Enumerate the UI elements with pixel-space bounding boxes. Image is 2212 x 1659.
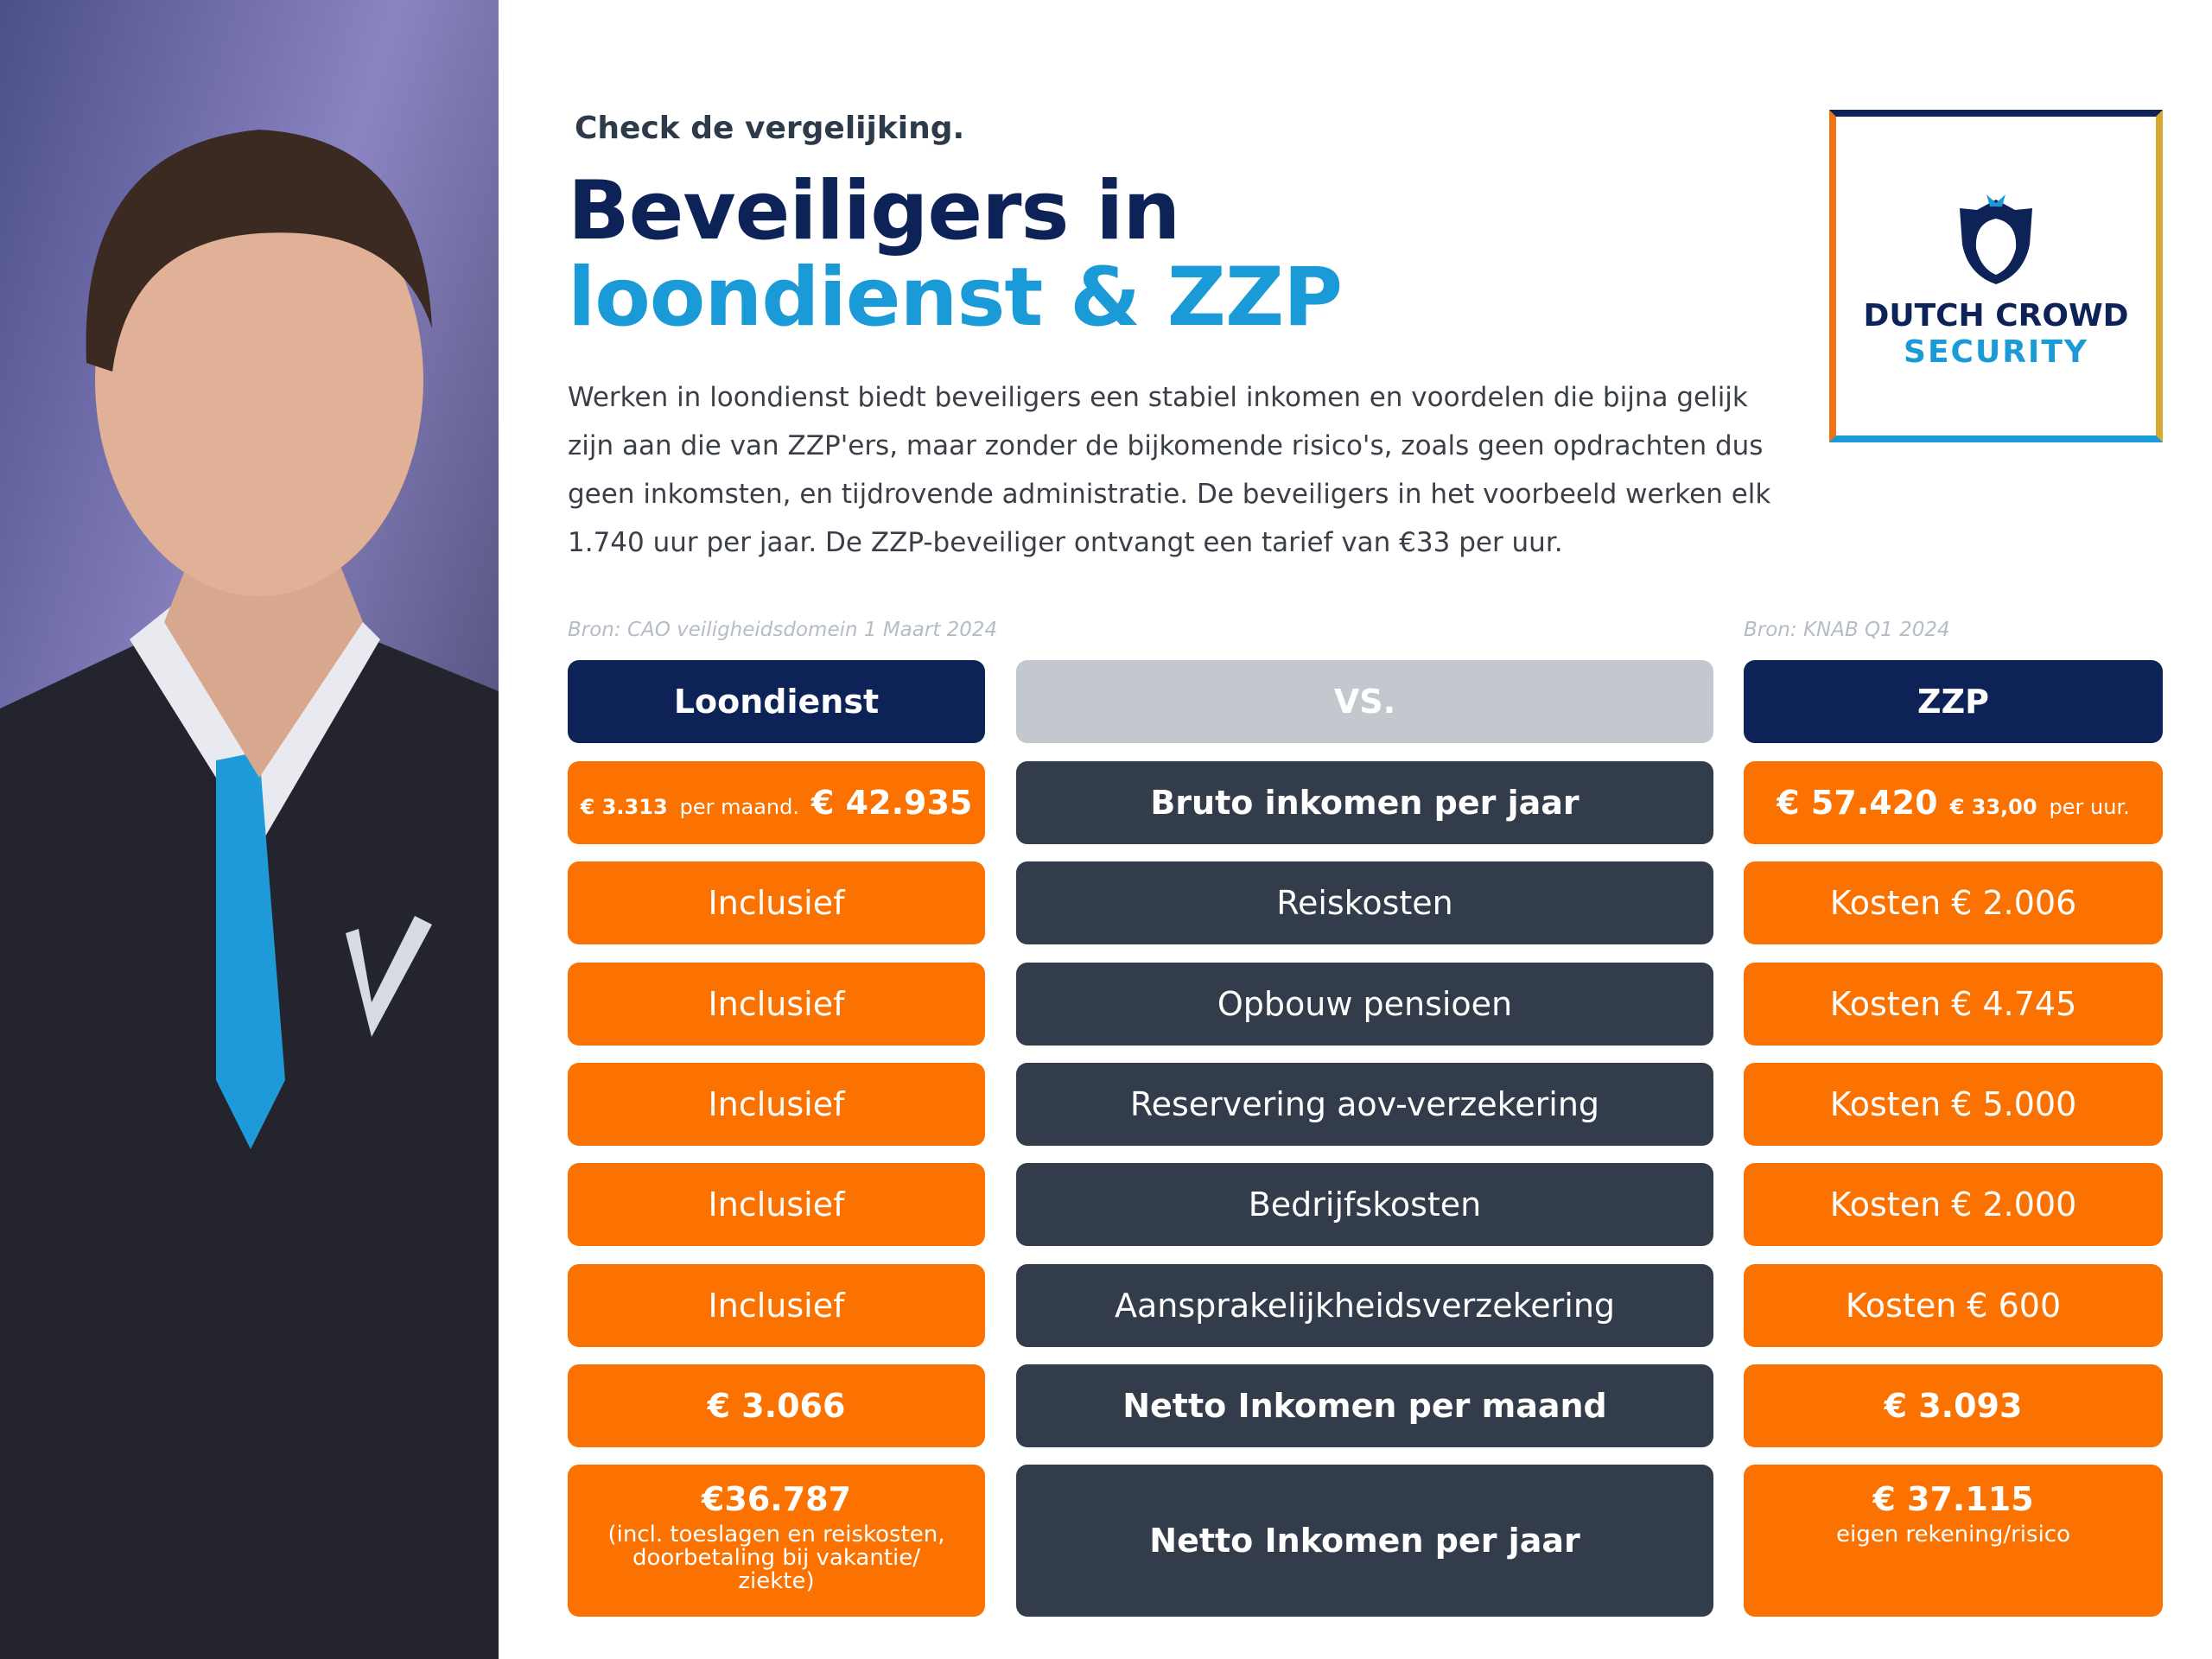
loondienst-cell: € 3.313 per maand. € 42.935 bbox=[568, 761, 985, 844]
row-label: Netto Inkomen per maand bbox=[1016, 1363, 1713, 1447]
photo bbox=[0, 0, 499, 1659]
title-line-2: loondienst & ZZP bbox=[568, 251, 1343, 345]
loondienst-cell: Inclusief bbox=[568, 1062, 985, 1146]
cell-amount: € 33,00 bbox=[1949, 795, 2037, 819]
zzp-cell: € 37.115 eigen rekening/risico bbox=[1744, 1465, 2163, 1618]
row-label: Netto Inkomen per jaar bbox=[1016, 1465, 1713, 1618]
cell-unit: per maand. bbox=[679, 795, 800, 819]
cell-line: € 37.115 bbox=[1872, 1480, 2033, 1518]
intro-text: Werken in loondienst biedt beveiligers e… bbox=[568, 382, 1771, 558]
cell-total: €36.787 bbox=[701, 1480, 852, 1519]
cell-note: eigen rekening/risico bbox=[1835, 1522, 2071, 1548]
cell-total: € 57.420 bbox=[1777, 784, 1938, 822]
zzp-cell: Kosten € 2.000 bbox=[1744, 1163, 2163, 1247]
row-label: Bruto inkomen per jaar bbox=[1016, 761, 1713, 844]
kicker: Check de vergelijking. bbox=[575, 111, 965, 146]
logo-line-2: SECURITY bbox=[1904, 334, 2088, 370]
cell-note: (incl. toeslagen en reiskosten, doorbeta… bbox=[607, 1522, 945, 1595]
header-cell: ZZP bbox=[1744, 660, 2163, 743]
loondienst-cell: Inclusief bbox=[568, 1163, 985, 1247]
row-label: Opbouw pensioen bbox=[1016, 962, 1713, 1046]
zzp-cell: Kosten € 2.006 bbox=[1744, 861, 2163, 945]
cell-unit: per uur. bbox=[2049, 795, 2130, 819]
source-left: Bron: CAO veiligheidsdomein 1 Maart 2024 bbox=[568, 619, 998, 641]
logo-line-1: DUTCH CROWD bbox=[1863, 298, 2129, 334]
row-label: Reiskosten bbox=[1016, 861, 1713, 945]
logo: DUTCH CROWD SECURITY bbox=[1829, 110, 2163, 442]
title-line-1: Beveiligers in bbox=[568, 164, 1180, 258]
cell-total: € 42.935 bbox=[811, 784, 973, 822]
row-label: Aansprakelijkheidsverzekering bbox=[1016, 1263, 1713, 1347]
cell-amount: € 3.313 bbox=[580, 795, 668, 819]
loondienst-cell: Inclusief bbox=[568, 1263, 985, 1347]
cell-line: €36.787 bbox=[702, 1480, 851, 1518]
zzp-cell: Kosten € 5.000 bbox=[1744, 1062, 2163, 1146]
zzp-cell: € 3.093 bbox=[1744, 1363, 2163, 1447]
header-cell: VS. bbox=[1016, 660, 1713, 743]
cell-total: € 37.115 bbox=[1872, 1480, 2034, 1519]
loondienst-cell: € 3.066 bbox=[568, 1363, 985, 1447]
cell-line: € 3.313 per maand. € 42.935 bbox=[581, 784, 973, 822]
loondienst-cell: Inclusief bbox=[568, 962, 985, 1046]
zzp-cell: € 57.420 € 33,00 per uur. bbox=[1744, 761, 2163, 844]
logo-icon bbox=[1960, 194, 2032, 284]
zzp-cell: Kosten € 600 bbox=[1744, 1263, 2163, 1347]
source-right: Bron: KNAB Q1 2024 bbox=[1744, 619, 1950, 641]
header-cell: Loondienst bbox=[568, 660, 985, 743]
loondienst-cell: €36.787 (incl. toeslagen en reiskosten, d… bbox=[568, 1465, 985, 1618]
cell-line: € 57.420 € 33,00 per uur. bbox=[1777, 784, 2130, 822]
row-label: Bedrijfskosten bbox=[1016, 1163, 1713, 1247]
row-label: Reservering aov-verzekering bbox=[1016, 1062, 1713, 1146]
loondienst-cell: Inclusief bbox=[568, 861, 985, 945]
zzp-cell: Kosten € 4.745 bbox=[1744, 962, 2163, 1046]
